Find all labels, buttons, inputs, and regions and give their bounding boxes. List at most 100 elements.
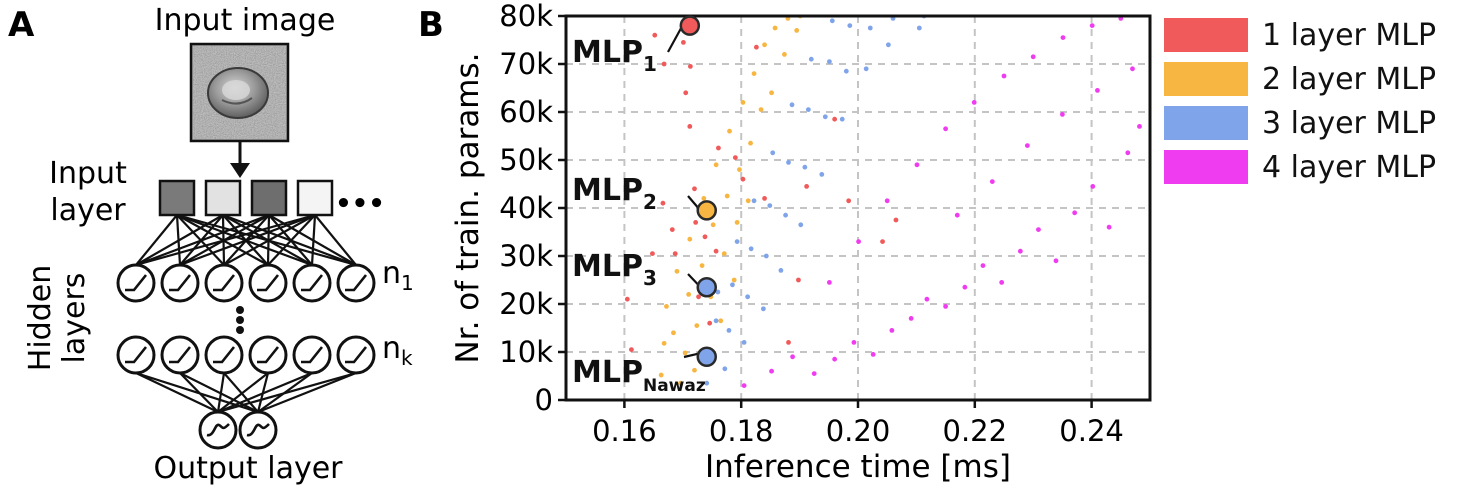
highlight-marker — [696, 276, 717, 298]
annotation-label: MLP1 — [572, 35, 657, 76]
data-point — [660, 200, 666, 206]
connection-line — [135, 213, 316, 267]
input-layer-label-line1: Input — [49, 156, 127, 191]
data-point — [1053, 258, 1059, 264]
connection-line — [257, 371, 357, 414]
x-tick-label: 0.18 — [709, 414, 774, 448]
legend-label: 1 layer MLP — [1262, 17, 1437, 53]
hidden-neuron — [248, 335, 288, 375]
data-point — [954, 212, 960, 218]
data-point — [687, 124, 693, 129]
data-point — [870, 352, 876, 357]
data-point — [1060, 35, 1066, 40]
x-tick-label: 0.24 — [1059, 414, 1124, 448]
data-point — [740, 100, 746, 105]
data-point — [732, 155, 738, 161]
data-point — [826, 280, 832, 285]
hidden-neuron — [292, 335, 332, 375]
data-point — [767, 203, 773, 209]
legend-item: 2 layer MLP — [1164, 58, 1464, 100]
model-annotations: MLP1 MLP2 MLP3 MLPNawaz — [572, 15, 717, 396]
data-point — [751, 198, 757, 204]
y-tick-label: 10k — [499, 335, 553, 369]
hidden-layers-label-line2: layers — [57, 273, 92, 364]
legend-label: 3 layer MLP — [1262, 105, 1437, 141]
connection-line — [135, 372, 219, 413]
data-point — [1024, 143, 1030, 149]
hidden-neuron — [160, 263, 200, 303]
y-tick-label: 0 — [535, 383, 553, 417]
panel-b: B 0.16 0.18 0.20 0.22 0.24 0 10k 20k 30k 40k 50k 60… — [418, 0, 1152, 485]
data-point — [661, 61, 667, 67]
data-point — [763, 253, 769, 259]
data-point — [710, 222, 716, 228]
data-point — [783, 212, 788, 218]
input-arrow-head — [230, 163, 250, 178]
connection-line — [310, 214, 317, 266]
data-point — [769, 90, 774, 96]
data-point — [740, 176, 746, 182]
legend-item: 1 layer MLP — [1164, 14, 1464, 56]
data-point — [715, 289, 721, 295]
data-point — [724, 193, 730, 199]
annotation-mlp: MLP1 — [572, 15, 701, 76]
output-layer-nodes — [198, 410, 278, 450]
connection-line — [179, 213, 316, 267]
data-point — [804, 184, 810, 189]
data-point — [772, 25, 778, 31]
hidden-neuron — [116, 335, 156, 375]
annotation-arrow — [667, 28, 682, 53]
data-point — [851, 340, 857, 345]
hidden-neuron — [292, 263, 332, 303]
data-point — [734, 239, 740, 245]
data-point — [1036, 227, 1041, 233]
data-point — [678, 380, 683, 386]
data-point — [805, 107, 811, 112]
data-point — [713, 162, 719, 168]
highlight-marker — [696, 200, 717, 221]
data-point — [846, 198, 852, 204]
data-point — [650, 251, 655, 256]
data-point — [914, 162, 920, 168]
data-point — [652, 32, 658, 38]
data-point — [790, 354, 795, 360]
connection-line — [223, 214, 316, 266]
annotation-label: MLPNawaz — [572, 355, 706, 396]
data-point — [701, 196, 707, 201]
data-point — [1090, 184, 1096, 189]
hidden-layer-k — [116, 335, 376, 375]
data-point — [829, 18, 835, 24]
connection-line — [267, 214, 316, 266]
connection-line — [217, 371, 357, 414]
data-point — [718, 318, 724, 324]
data-point — [916, 25, 922, 31]
data-point — [1001, 73, 1007, 79]
legend-item: 4 layer MLP — [1164, 146, 1464, 188]
connection-line — [217, 371, 313, 414]
data-point — [786, 160, 791, 165]
data-point — [748, 140, 753, 146]
data-point — [832, 116, 838, 122]
hidden-layer-1 — [116, 263, 376, 303]
data-point — [1017, 248, 1023, 254]
data-point — [962, 284, 968, 290]
axis-ticks: 0.16 0.18 0.20 0.22 0.24 0 10k 20k 30k 40k 50k 60k 7… — [499, 0, 1124, 448]
panel-b-letter: B — [418, 5, 444, 45]
data-point — [778, 268, 784, 273]
data-point — [760, 306, 766, 312]
data-point — [770, 150, 776, 156]
data-point — [721, 251, 727, 256]
data-point — [802, 164, 808, 170]
data-point — [762, 42, 767, 48]
annotation-label: MLP2 — [572, 173, 657, 214]
data-point — [798, 222, 804, 228]
data-point — [693, 220, 699, 225]
data-point — [704, 380, 710, 386]
input-layer-label-line2: layer — [50, 193, 126, 228]
scatter-points — [624, 16, 1142, 388]
data-point — [624, 296, 630, 302]
hidden-neuron — [204, 335, 244, 375]
data-point — [889, 328, 895, 333]
input-neuron-square — [296, 179, 334, 217]
